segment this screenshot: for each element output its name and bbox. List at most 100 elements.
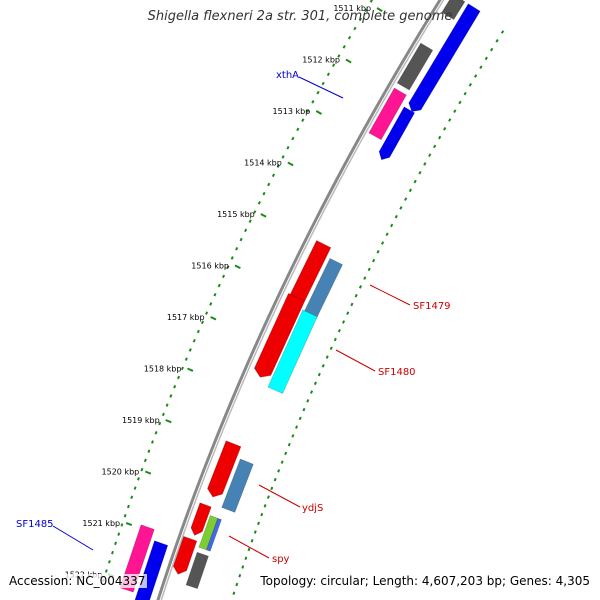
tick-mark [234, 264, 241, 270]
outer-tick-track [247, 547, 251, 552]
outer-tick-track [244, 556, 248, 561]
outer-tick-track [287, 442, 291, 447]
gene-block [206, 517, 222, 552]
outer-tick-track [298, 416, 302, 421]
outer-tick-track [453, 109, 457, 114]
outer-tick-track [363, 276, 367, 280]
inner-tick-track [262, 191, 266, 196]
outer-tick-track [263, 504, 267, 508]
inner-tick-track [276, 164, 280, 168]
inner-tick-track [347, 35, 352, 40]
inner-tick-track [130, 495, 134, 500]
gene-block [190, 502, 212, 536]
outer-tick-track [495, 38, 499, 43]
outer-tick-track [329, 346, 333, 351]
outer-tick-track [291, 434, 295, 438]
inner-tick-track [133, 486, 137, 490]
outer-tick-track [500, 30, 505, 34]
inner-tick-track [213, 292, 217, 297]
outer-tick-track [418, 170, 422, 175]
inner-tick-track [267, 182, 271, 187]
inner-tick-track [291, 136, 295, 141]
gene-block [221, 458, 254, 513]
outer-tick-track [270, 486, 274, 491]
genome-summary-text: Topology: circular; Length: 4,607,203 bp… [258, 574, 592, 588]
tick-mark [187, 367, 194, 372]
outer-tick-track [250, 539, 254, 543]
inner-tick-track [306, 109, 310, 113]
outer-tick-track [238, 573, 242, 578]
outer-tick-track [310, 390, 314, 394]
gene-label: SF1485 [16, 519, 54, 530]
gene-block [396, 42, 434, 91]
inner-tick-track [111, 550, 114, 555]
inner-tick-track [281, 155, 285, 159]
outer-tick-track [490, 47, 494, 52]
inner-tick-track [244, 228, 248, 233]
inner-tick-track [140, 467, 144, 472]
outer-tick-track [232, 591, 236, 595]
tick-mark [315, 110, 322, 115]
tick-label: 1516 kbp [191, 262, 229, 271]
inner-tick-track [301, 118, 305, 123]
tick-label: 1512 kbp [302, 56, 340, 65]
tick-mark [125, 522, 133, 526]
gene-leader-line [228, 535, 270, 559]
inner-tick-track [217, 283, 221, 288]
inner-tick-track [180, 366, 184, 371]
inner-tick-track [316, 90, 320, 95]
outer-tick-track [448, 118, 452, 122]
backbone-shadow-line [160, 0, 445, 600]
gene-leader-line [335, 349, 376, 372]
inner-tick-track [286, 145, 290, 150]
outer-tick-track [413, 179, 417, 184]
gene-leader-line [258, 484, 301, 508]
tick-label: 1511 kbp [333, 4, 371, 13]
inner-tick-track [161, 412, 165, 417]
tick-mark [144, 470, 152, 475]
gene-block [253, 293, 306, 378]
gene-leader-line [369, 284, 411, 306]
tick-mark [260, 213, 267, 218]
inner-tick-track [257, 201, 261, 205]
gene-label: SF1480 [378, 367, 416, 378]
gene-block [368, 87, 407, 141]
inner-tick-track [126, 504, 130, 509]
outer-tick-track [385, 232, 389, 237]
outer-tick-track [306, 399, 310, 403]
outer-tick-track [266, 495, 270, 499]
gene-block [378, 106, 416, 161]
outer-tick-track [408, 188, 412, 193]
inner-tick-track [184, 357, 188, 361]
outer-tick-track [473, 74, 478, 78]
outer-tick-track [273, 477, 277, 482]
outer-tick-track [317, 372, 321, 377]
gene-label: SF1479 [413, 301, 451, 312]
inner-tick-track [173, 384, 177, 389]
inner-tick-track [143, 458, 147, 463]
gene-block [441, 0, 466, 20]
title-suffix: , complete genome [326, 9, 453, 24]
outer-tick-track [260, 512, 264, 517]
gene-block [172, 535, 198, 575]
outer-tick-track [423, 162, 427, 166]
outer-tick-track [241, 565, 245, 569]
tick-mark [287, 161, 294, 167]
tick-label: 1515 kbp [217, 210, 255, 219]
tick-mark [345, 58, 352, 64]
outer-tick-track [313, 381, 317, 386]
outer-tick-track [438, 135, 442, 140]
outer-tick-track [277, 469, 281, 473]
inner-tick-track [196, 329, 200, 334]
tick-label: 1521 kbp [82, 519, 120, 528]
outer-tick-track [280, 460, 284, 464]
outer-tick-track [372, 258, 376, 263]
outer-tick-track [443, 127, 447, 131]
inner-tick-track [321, 81, 325, 86]
inner-tick-track [221, 274, 226, 279]
inner-tick-track [200, 320, 204, 325]
inner-tick-track [154, 431, 158, 435]
inner-tick-track [248, 219, 252, 223]
